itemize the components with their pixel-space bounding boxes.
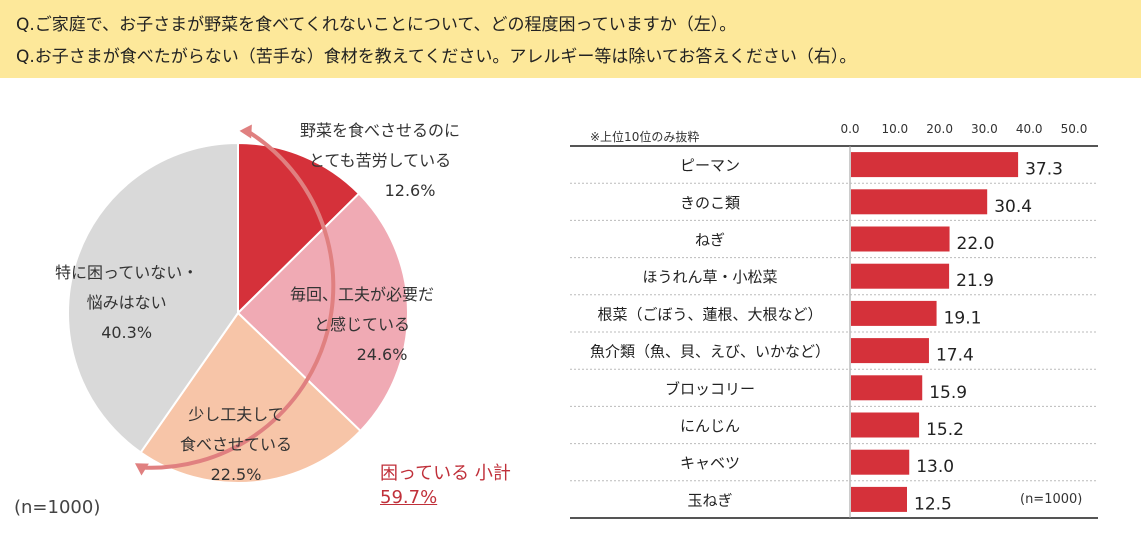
bar-1: [851, 152, 1019, 178]
subtotal-text: 困っている 小計: [380, 463, 511, 484]
bar-category-label: にんじん: [680, 417, 740, 435]
bar-3: [851, 226, 950, 252]
x-tick-label: 30.0: [971, 122, 998, 136]
subtotal-label: 困っている 小計 59.7%: [380, 462, 511, 510]
bar-value-label: 37.3: [1025, 160, 1063, 180]
bar-8: [851, 412, 920, 438]
pie-slice-1: [237, 141, 361, 316]
x-tick-label: 10.0: [881, 122, 908, 136]
bar-value-label: 13.0: [916, 457, 954, 477]
bar-category-label: ブロッコリー: [665, 380, 755, 398]
pie-label-1: 野菜を食べさせるのに とても苦労している 12.6%: [300, 116, 460, 206]
pie-chart: [67, 124, 409, 484]
bar-2: [851, 189, 988, 215]
x-tick-label: 0.0: [840, 122, 859, 136]
pie-label-2-pct: 24.6%: [356, 345, 408, 364]
pie-label-4: 特に困っていない・ 悩みはない 40.3%: [55, 258, 198, 348]
pie-sample-size: (n=1000): [14, 497, 101, 518]
bar-category-label: ねぎ: [695, 231, 725, 249]
pie-label-4-line1: 特に困っていない・: [55, 263, 199, 282]
bar-value-label: 21.9: [956, 271, 994, 291]
bar-value-label: 15.2: [926, 420, 964, 440]
bar-chart: 0.0 10.0 20.0 30.0 40.0 50.0 ピーマン 37.3 きのこ類 30.4 ね…: [570, 122, 1098, 519]
subtotal-arc: [141, 129, 336, 470]
bar-9: [851, 449, 910, 475]
pie-slice-4: [67, 141, 239, 454]
bar-value-label: 12.5: [914, 494, 952, 514]
bar-value-label: 30.4: [994, 197, 1032, 217]
pie-label-1-line2: とても苦労している: [308, 151, 452, 170]
subtotal-arc-end-arrow: [134, 463, 149, 476]
bar-6: [851, 338, 929, 364]
pie-label-3-line2: 食べさせている: [180, 435, 293, 454]
bar-10: [851, 486, 907, 512]
bar-top10-note: ※上位10位のみ抜粋: [590, 130, 700, 144]
question-banner: Q.ご家庭で、お子さまが野菜を食べてくれないことについて、どの程度困っていますか…: [0, 0, 1141, 78]
subtotal-value: 59.7%: [380, 487, 438, 508]
bar-value-label: 22.0: [957, 234, 995, 254]
pie-label-1-pct: 12.6%: [384, 181, 436, 200]
pie-label-3: 少し工夫して 食べさせている 22.5%: [180, 400, 292, 490]
bar-value-label: 19.1: [944, 308, 982, 328]
bar-category-label: ほうれん草・小松菜: [642, 268, 777, 286]
bar-category-label: キャベツ: [680, 454, 740, 472]
bar-category-label: 魚介類（魚、貝、えび、いかなど）: [590, 343, 830, 361]
x-tick-label: 50.0: [1061, 122, 1088, 136]
bar-sample-size: (n=1000): [1020, 492, 1083, 507]
x-tick-label: 20.0: [926, 122, 953, 136]
question-2: Q.お子さまが食べたがらない（苦手な）食材を教えてください。アレルギー等は除いて…: [16, 47, 857, 67]
pie-label-3-pct: 22.5%: [210, 465, 262, 484]
subtotal-arc-start-arrow: [239, 124, 252, 139]
bar-category-label: 根菜（ごぼう、蓮根、大根など）: [597, 305, 822, 323]
pie-label-3-line1: 少し工夫して: [188, 405, 284, 424]
bar-4: [851, 263, 950, 289]
pie-label-1-line1: 野菜を食べさせるのに: [300, 121, 461, 140]
pie-slice-2: [236, 192, 409, 433]
pie-label-2-line1: 毎回、工夫が必要だ: [290, 285, 435, 304]
pie-label-2: 毎回、工夫が必要だ と感じている 24.6%: [290, 280, 434, 370]
x-tick-label: 40.0: [1016, 122, 1043, 136]
bar-category-label: 玉ねぎ: [687, 491, 732, 509]
pie-label-2-line2: と感じている: [314, 315, 411, 334]
question-1: Q.ご家庭で、お子さまが野菜を食べてくれないことについて、どの程度困っていますか…: [16, 15, 737, 35]
bar-value-label: 17.4: [936, 346, 974, 366]
bar-value-label: 15.9: [929, 383, 967, 403]
bar-5: [851, 300, 937, 326]
pie-label-4-line2: 悩みはない: [86, 293, 167, 312]
bar-category-label: きのこ類: [680, 194, 740, 212]
pie-label-4-pct: 40.3%: [101, 323, 153, 342]
bar-7: [851, 375, 923, 401]
bar-category-label: ピーマン: [680, 157, 740, 175]
